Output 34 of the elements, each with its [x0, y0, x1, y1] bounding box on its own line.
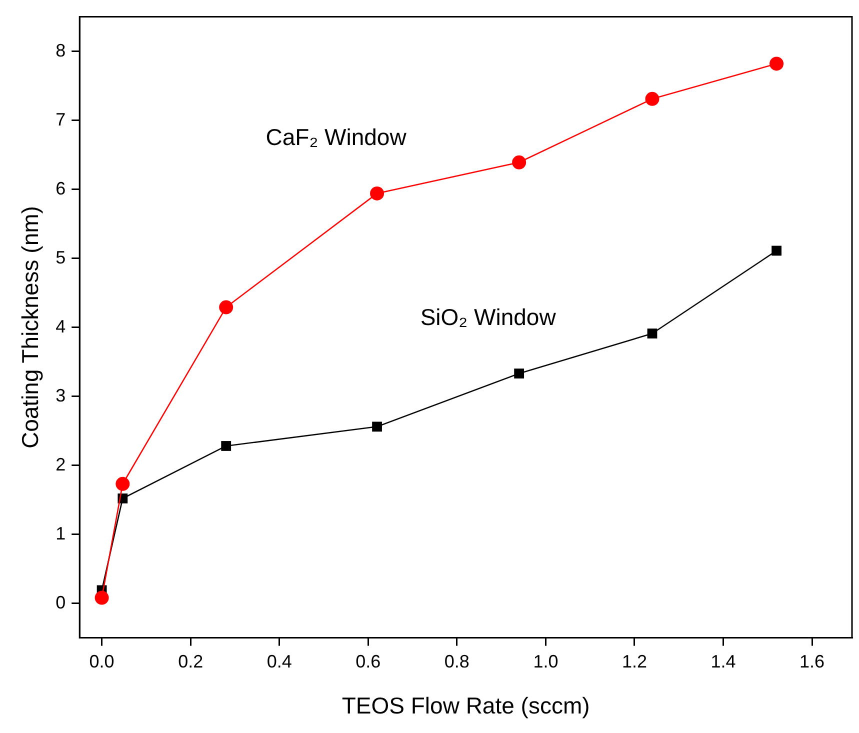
y-tick-label: 8: [56, 40, 66, 60]
y-tick-label: 1: [56, 523, 66, 544]
x-tick-label: 1.2: [622, 652, 648, 672]
point: [221, 441, 232, 451]
x-tick-label: 1.4: [710, 652, 736, 672]
point: [772, 246, 782, 256]
point: [645, 92, 660, 106]
x-tick-label: 0.8: [444, 652, 470, 672]
y-tick-label: 6: [56, 178, 66, 198]
point: [219, 300, 234, 314]
point: [514, 368, 524, 378]
x-tick-label: 1.0: [533, 652, 558, 672]
point: [370, 186, 384, 200]
x-axis-title: TEOS Flow Rate (sccm): [342, 692, 590, 719]
series-label: CaF₂ Window: [266, 124, 407, 150]
point: [512, 155, 526, 170]
point: [94, 590, 109, 605]
x-tick-label: 1.6: [800, 652, 825, 672]
point: [116, 476, 130, 491]
y-tick-label: 3: [56, 385, 66, 406]
x-tick-label: 0.0: [89, 652, 114, 672]
y-tick-label: 4: [56, 316, 66, 336]
point: [372, 422, 382, 432]
point: [770, 56, 784, 71]
y-tick-label: 0: [56, 592, 66, 612]
y-tick-label: 7: [56, 109, 66, 130]
x-tick-label: 0.4: [266, 652, 292, 672]
y-tick-label: 5: [56, 247, 66, 268]
series-label: SiO₂ Window: [420, 304, 556, 330]
y-axis-title: Coating Thickness (nm): [17, 206, 44, 449]
x-tick-label: 0.2: [178, 652, 204, 672]
x-tick-label: 0.6: [356, 652, 381, 672]
y-tick-label: 2: [56, 454, 66, 474]
point: [647, 328, 658, 338]
